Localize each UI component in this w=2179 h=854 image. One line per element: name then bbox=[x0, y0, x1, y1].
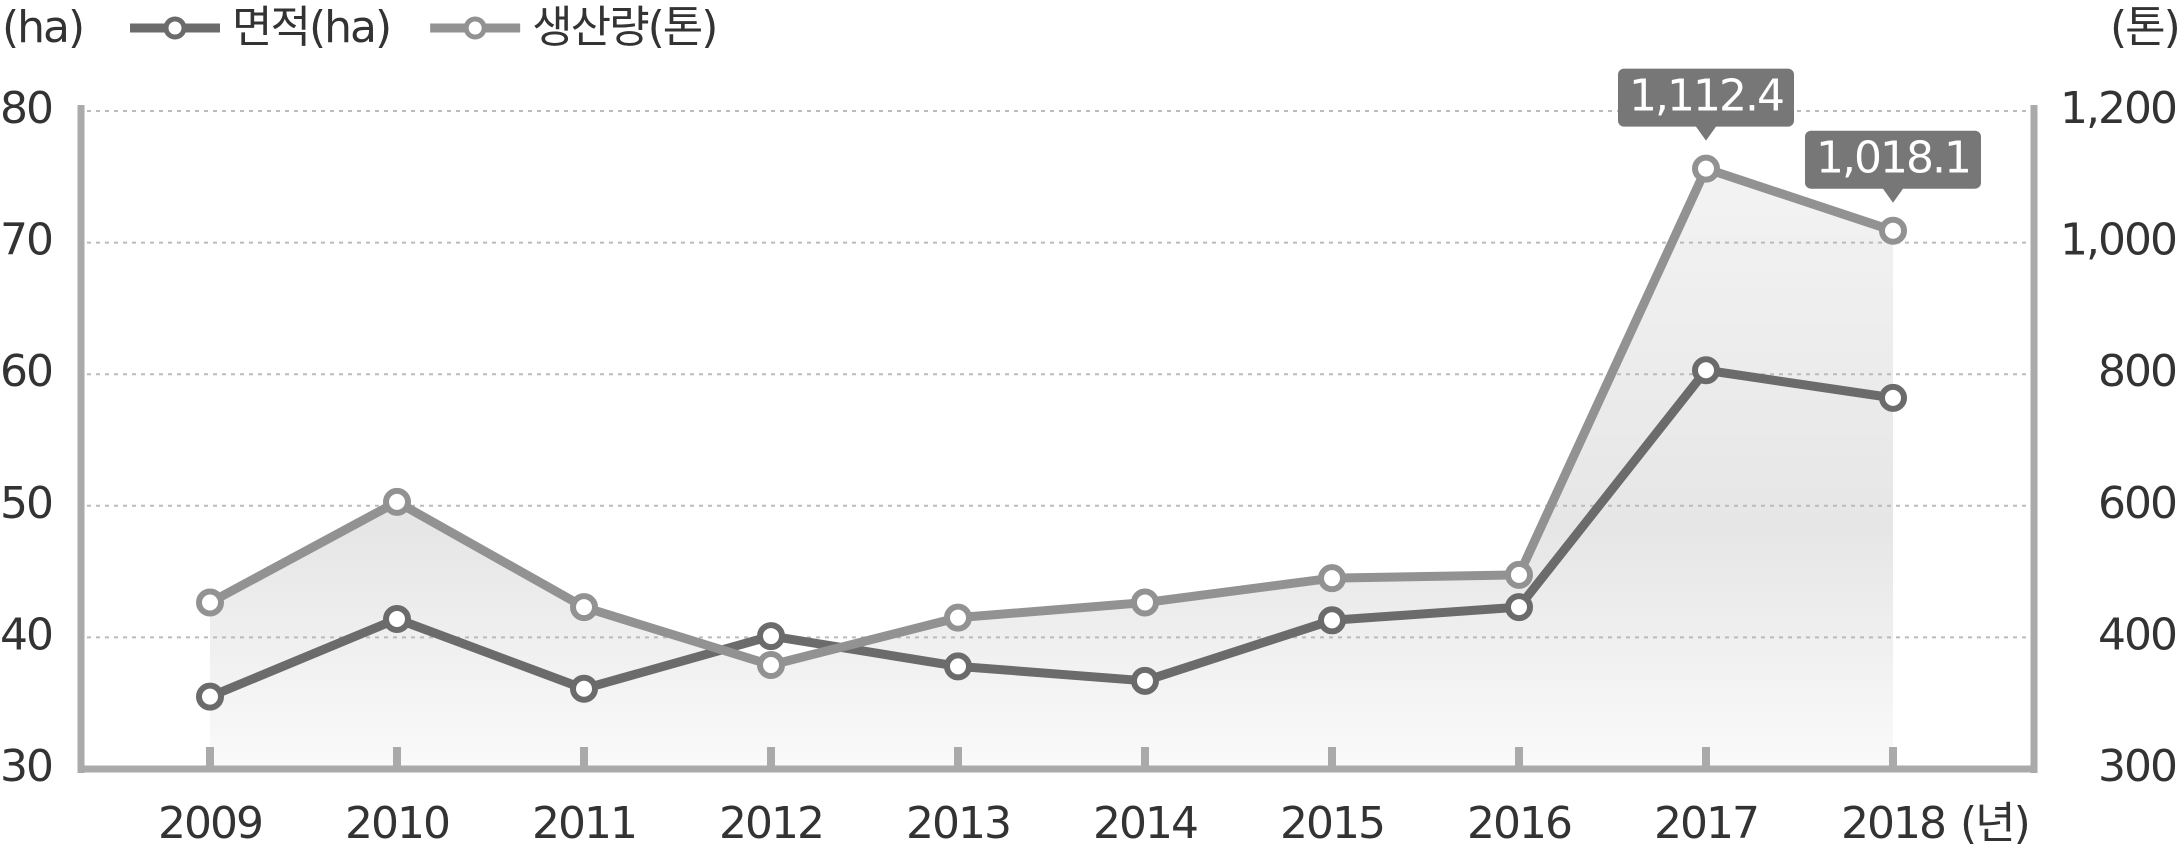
x-axis-label: (년) bbox=[1960, 798, 2029, 849]
legend-marker bbox=[463, 16, 487, 40]
legend-label: 면적(ha) bbox=[232, 2, 390, 53]
point bbox=[196, 588, 224, 617]
x-tick bbox=[1515, 747, 1523, 769]
value-label: 1,018.1 bbox=[1816, 133, 1970, 184]
y2-tick-label: 1,200 bbox=[2060, 83, 2176, 134]
point bbox=[570, 593, 598, 622]
label-box bbox=[1805, 130, 1981, 203]
x-tick-label: 2013 bbox=[906, 798, 1010, 849]
y-tick-label: 40 bbox=[0, 609, 52, 660]
point bbox=[383, 487, 411, 516]
x-tick bbox=[767, 747, 775, 769]
y2-tick-label: 1,000 bbox=[2060, 215, 2176, 266]
point bbox=[383, 604, 411, 633]
x-tick-label: 2017 bbox=[1654, 798, 1758, 849]
point bbox=[1879, 216, 1907, 245]
y-tick-label: 80 bbox=[0, 83, 52, 134]
x-tick-label: 2016 bbox=[1467, 798, 1571, 849]
point bbox=[1692, 356, 1720, 385]
x-tick bbox=[206, 747, 214, 769]
point bbox=[944, 652, 972, 681]
x-tick-label: 2010 bbox=[345, 798, 449, 849]
y2-tick-label: 800 bbox=[2098, 346, 2176, 397]
point bbox=[1131, 666, 1159, 695]
point bbox=[757, 622, 785, 651]
value-label: 1,112.4 bbox=[1629, 71, 1783, 122]
x-tick bbox=[954, 747, 962, 769]
point bbox=[944, 603, 972, 632]
x-tick bbox=[393, 747, 401, 769]
y-tick-label: 60 bbox=[0, 346, 52, 397]
x-tick-label: 2009 bbox=[158, 798, 262, 849]
area-fill bbox=[210, 168, 1893, 769]
x-tick bbox=[1328, 747, 1336, 769]
y2-axis-label: (톤) bbox=[2110, 2, 2179, 53]
point bbox=[1318, 606, 1346, 635]
series-line bbox=[208, 365, 1894, 701]
point bbox=[757, 651, 785, 680]
y2-tick-label: 600 bbox=[2098, 478, 2176, 529]
x-tick-label: 2015 bbox=[1280, 798, 1384, 849]
y-tick-label: 70 bbox=[0, 215, 52, 266]
x-tick-label: 2011 bbox=[532, 798, 636, 849]
y2-tick-label: 300 bbox=[2098, 741, 2176, 792]
y2-tick-label: 400 bbox=[2098, 609, 2176, 660]
point bbox=[1879, 383, 1907, 412]
x-tick bbox=[1889, 747, 1897, 769]
x-tick bbox=[1141, 747, 1149, 769]
label-box bbox=[1618, 68, 1794, 141]
legend-label: 생산량(톤) bbox=[532, 2, 716, 53]
y-tick-label: 30 bbox=[0, 741, 52, 792]
y-axis-label: (ha) bbox=[2, 2, 83, 53]
x-tick-label: 2012 bbox=[719, 798, 823, 849]
point bbox=[196, 682, 224, 711]
point bbox=[1692, 154, 1720, 183]
x-tick bbox=[1702, 747, 1710, 769]
legend-marker bbox=[163, 16, 187, 40]
x-tick-label: 2018 bbox=[1841, 798, 1945, 849]
point bbox=[1318, 564, 1346, 593]
y-tick-label: 50 bbox=[0, 478, 52, 529]
x-tick bbox=[580, 747, 588, 769]
point bbox=[1505, 560, 1533, 589]
point bbox=[1131, 588, 1159, 617]
x-tick-label: 2014 bbox=[1093, 798, 1197, 849]
point bbox=[570, 674, 598, 703]
series-line bbox=[207, 164, 1895, 670]
point bbox=[1505, 593, 1533, 622]
